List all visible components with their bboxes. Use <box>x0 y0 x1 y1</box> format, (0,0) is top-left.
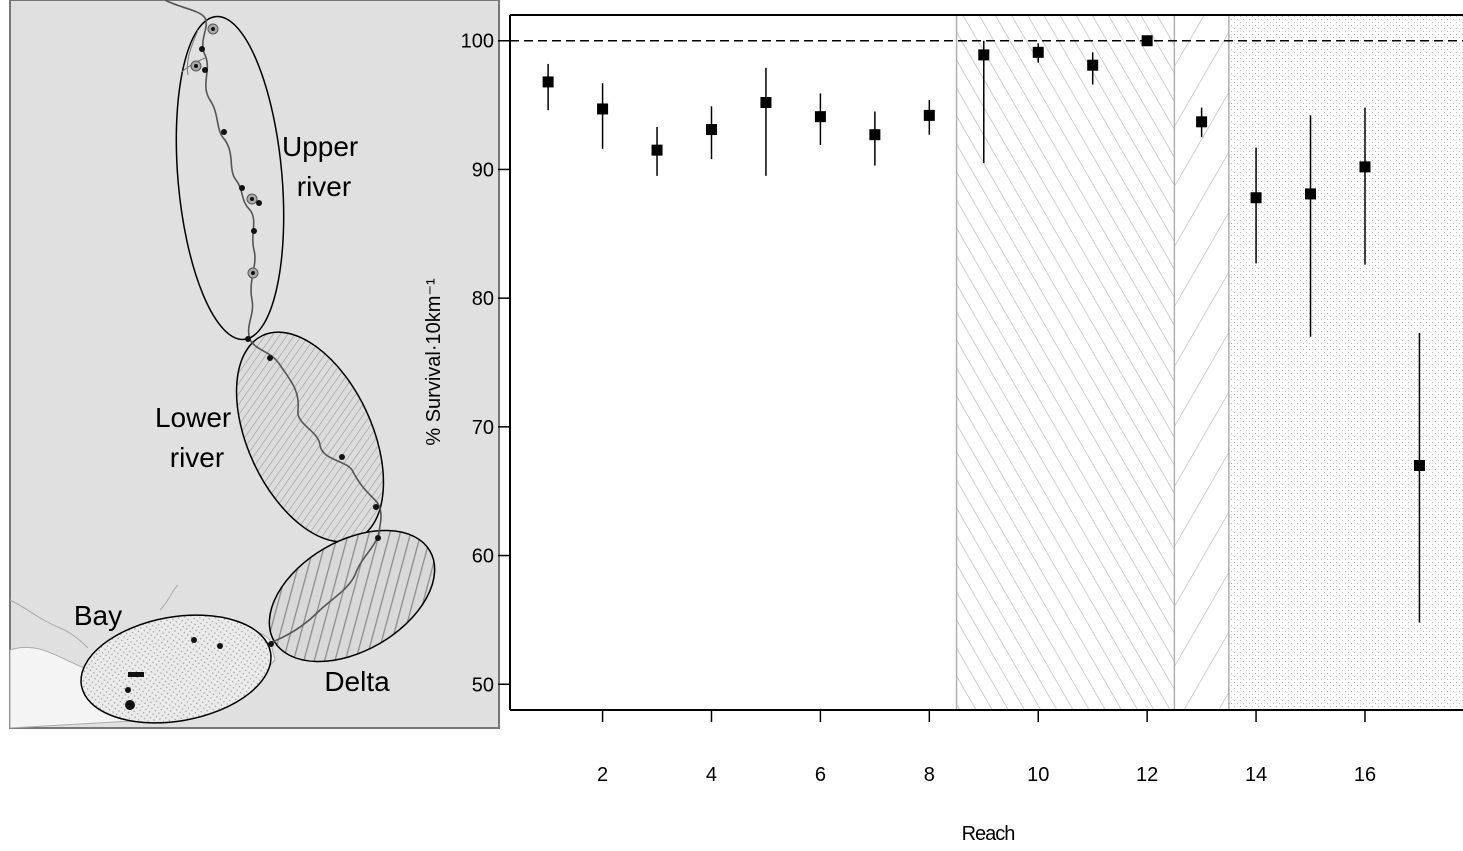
y-ticks: 50 60 70 80 90 100 <box>461 31 510 696</box>
x-axis-title: Reach <box>962 823 1015 845</box>
x-tick-label-4: 4 <box>706 764 717 786</box>
point-6 <box>814 111 826 123</box>
x-tick-label-10: 10 <box>1027 764 1049 786</box>
point-5 <box>760 97 772 109</box>
band-upper <box>510 15 957 710</box>
data-points <box>542 35 1425 623</box>
upper-river-ellipse <box>175 15 285 341</box>
receiver-markers <box>125 23 381 710</box>
region-bands <box>510 15 1463 710</box>
point-17 <box>1413 459 1425 471</box>
axes <box>509 14 1463 711</box>
bay-label: Bay <box>74 600 122 631</box>
band-bay <box>1228 15 1463 710</box>
upper-river-label: Upper river <box>282 131 366 202</box>
bay-shore-north <box>159 584 179 611</box>
y-tick-label-90: 90 <box>472 159 494 181</box>
y-tick-label-70: 70 <box>472 417 494 439</box>
point-2 <box>597 103 609 115</box>
point-1 <box>542 76 554 88</box>
bay-inlet <box>9 599 89 649</box>
y-tick-label-50: 50 <box>472 674 494 696</box>
point-9 <box>978 49 990 61</box>
point-13 <box>1196 116 1208 128</box>
point-14 <box>1250 192 1262 204</box>
point-4 <box>705 124 717 136</box>
band-lower <box>956 15 1175 710</box>
lower-river-label: Lower river <box>155 402 239 473</box>
bay-ellipse <box>80 614 272 724</box>
y-tick-label-100: 100 <box>461 31 494 53</box>
x-tick-label-12: 12 <box>1136 764 1158 786</box>
point-11 <box>1087 59 1099 71</box>
point-15 <box>1305 188 1317 200</box>
x-tick-label-16: 16 <box>1354 764 1376 786</box>
point-8 <box>923 109 935 121</box>
x-ticks: 2 4 6 8 10 12 14 16 <box>597 710 1376 786</box>
point-3 <box>651 144 663 156</box>
x-tick-label-8: 8 <box>924 764 935 786</box>
delta-label: Delta <box>324 666 390 697</box>
point-12 <box>1141 35 1153 47</box>
y-tick-label-60: 60 <box>472 546 494 568</box>
y-axis-title: % Survival·10km⁻¹ <box>423 278 445 446</box>
x-tick-label-6: 6 <box>815 764 826 786</box>
y-tick-label-80: 80 <box>472 288 494 310</box>
river-map: Upper river Lower river Delta Bay <box>9 0 500 729</box>
point-7 <box>869 129 881 141</box>
x-tick-label-14: 14 <box>1245 764 1267 786</box>
point-16 <box>1359 161 1371 173</box>
x-tick-label-2: 2 <box>597 764 608 786</box>
point-10 <box>1032 46 1044 58</box>
